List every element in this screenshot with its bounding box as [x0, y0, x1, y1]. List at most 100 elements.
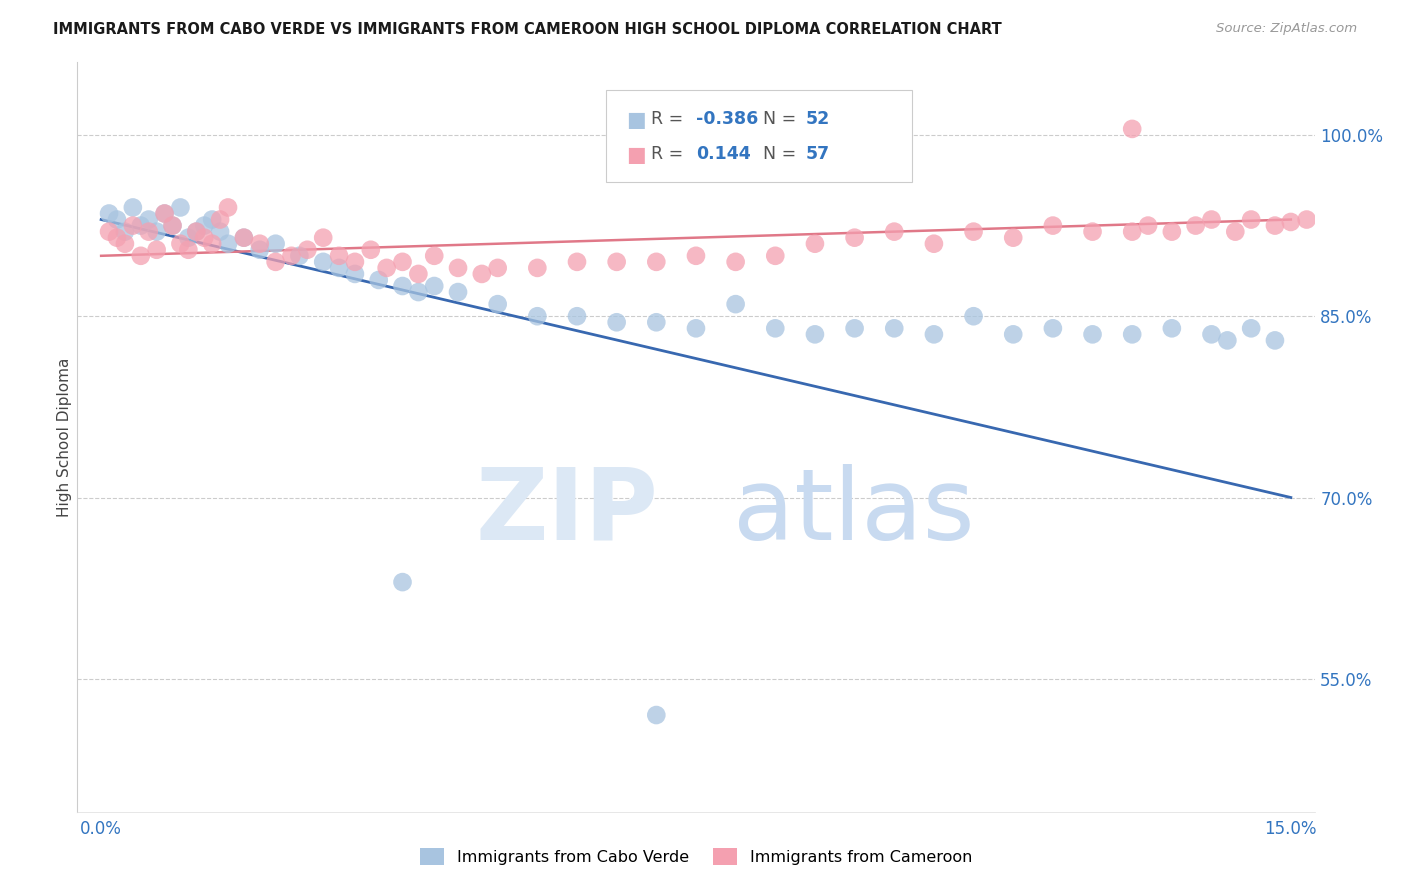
Point: [883, 225, 905, 239]
Point: [844, 321, 866, 335]
Point: [724, 297, 747, 311]
Text: 52: 52: [806, 110, 830, 128]
Text: Source: ZipAtlas.com: Source: ZipAtlas.com: [1216, 22, 1357, 36]
Point: [98, 225, 121, 239]
Point: [962, 225, 984, 239]
Point: [98, 206, 121, 220]
Point: [1295, 212, 1317, 227]
Point: [312, 255, 335, 269]
Point: [685, 249, 707, 263]
Point: [162, 219, 184, 233]
Point: [343, 255, 366, 269]
Point: [169, 201, 191, 215]
Point: [169, 236, 191, 251]
Point: [1264, 334, 1286, 348]
Point: [1137, 219, 1160, 233]
Point: [526, 260, 548, 275]
Point: [1121, 327, 1143, 342]
Point: [645, 255, 668, 269]
Point: [105, 230, 128, 244]
Point: [312, 230, 335, 244]
Point: [391, 255, 413, 269]
Point: [391, 279, 413, 293]
Point: [1201, 327, 1223, 342]
Point: [486, 260, 509, 275]
Text: 0.144: 0.144: [696, 145, 751, 162]
Point: [121, 219, 143, 233]
Text: N =: N =: [763, 110, 803, 128]
Point: [1184, 219, 1206, 233]
Point: [249, 236, 271, 251]
Text: N =: N =: [763, 145, 803, 162]
Point: [114, 236, 136, 251]
Point: [360, 243, 382, 257]
Point: [526, 310, 548, 324]
Point: [145, 243, 167, 257]
Point: [249, 243, 271, 257]
Point: [447, 285, 470, 299]
Point: [209, 225, 232, 239]
Point: [138, 225, 160, 239]
Text: R =: R =: [651, 145, 689, 162]
Point: [1160, 225, 1182, 239]
Point: [1081, 327, 1104, 342]
Point: [565, 255, 588, 269]
Point: [1279, 215, 1302, 229]
Point: [209, 212, 232, 227]
Text: ■: ■: [626, 110, 645, 129]
Point: [288, 249, 311, 263]
Point: [606, 255, 628, 269]
Point: [1201, 212, 1223, 227]
Point: [1121, 225, 1143, 239]
Point: [138, 212, 160, 227]
Legend: Immigrants from Cabo Verde, Immigrants from Cameroon: Immigrants from Cabo Verde, Immigrants f…: [413, 842, 979, 871]
Text: R =: R =: [651, 110, 689, 128]
Point: [328, 249, 350, 263]
Point: [1002, 230, 1025, 244]
Point: [201, 236, 224, 251]
Point: [186, 225, 208, 239]
Point: [1160, 321, 1182, 335]
Point: [297, 243, 319, 257]
Point: [153, 206, 176, 220]
Text: -0.386: -0.386: [696, 110, 758, 128]
Point: [1216, 334, 1239, 348]
Point: [162, 219, 184, 233]
Point: [471, 267, 494, 281]
Point: [447, 260, 470, 275]
Point: [606, 315, 628, 329]
Point: [1002, 327, 1025, 342]
Point: [565, 310, 588, 324]
Point: [193, 219, 215, 233]
Point: [724, 255, 747, 269]
Y-axis label: High School Diploma: High School Diploma: [56, 358, 72, 516]
Point: [1042, 321, 1064, 335]
Point: [763, 321, 786, 335]
Point: [408, 267, 430, 281]
Point: [232, 230, 254, 244]
Point: [883, 321, 905, 335]
Point: [1240, 212, 1263, 227]
Point: [391, 575, 413, 590]
Point: [177, 230, 200, 244]
Point: [1264, 219, 1286, 233]
Point: [105, 212, 128, 227]
Point: [201, 212, 224, 227]
Point: [217, 201, 239, 215]
Point: [804, 327, 827, 342]
Point: [328, 260, 350, 275]
Point: [804, 236, 827, 251]
Point: [375, 260, 398, 275]
Point: [129, 249, 152, 263]
Point: [121, 201, 143, 215]
Point: [1225, 225, 1247, 239]
Point: [922, 236, 945, 251]
Point: [645, 315, 668, 329]
Point: [423, 249, 446, 263]
Point: [217, 236, 239, 251]
Point: [844, 230, 866, 244]
Point: [763, 249, 786, 263]
Point: [645, 708, 668, 723]
Point: [1240, 321, 1263, 335]
Point: [232, 230, 254, 244]
